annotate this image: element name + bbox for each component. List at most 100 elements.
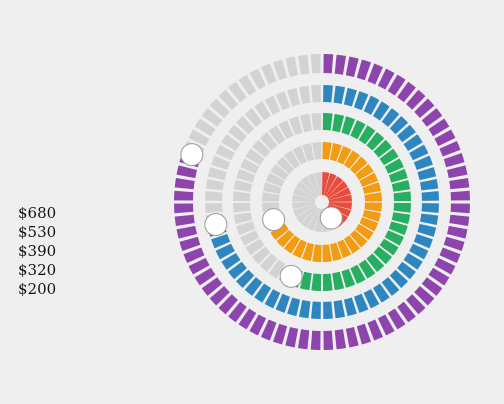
ring-segment-filled: [393, 202, 411, 213]
ring-segment-filled: [332, 113, 345, 133]
legend-item: $390: [18, 242, 57, 260]
ring-segment-filled: [323, 85, 333, 103]
ring-segment-empty: [311, 85, 321, 103]
ring-segment-filled: [341, 268, 356, 288]
ring-segment-empty: [292, 194, 316, 202]
ring-segment-filled: [194, 267, 216, 286]
ring-segment-filled: [176, 225, 198, 239]
ring-segment-filled: [403, 252, 423, 270]
ring-segment-empty: [215, 144, 235, 161]
ring-segment-empty: [236, 221, 256, 236]
ring-segment-empty: [254, 101, 272, 121]
ring-segment-filled: [379, 238, 399, 256]
ring-segment-filled: [244, 277, 263, 296]
ring-segment-empty: [264, 95, 281, 115]
ring-segment-filled: [362, 209, 381, 222]
ring-segment-empty: [244, 108, 263, 127]
ring-segment-filled: [356, 323, 372, 345]
ring-segment-filled: [350, 156, 368, 174]
ring-segment-filled: [450, 190, 470, 201]
ring-segment-empty: [314, 172, 322, 196]
ring-segment-filled: [409, 243, 429, 260]
progress-handle[interactable]: [279, 264, 303, 288]
ring-segment-empty: [307, 173, 321, 196]
ring-segment-filled: [364, 202, 382, 212]
ring-segment-empty: [310, 54, 321, 74]
ring-segment-filled: [343, 235, 361, 254]
ring-segment-filled: [373, 139, 392, 158]
ring-segment-empty: [272, 59, 288, 81]
ring-segment-filled: [328, 202, 352, 210]
ring-segment-filled: [450, 203, 470, 214]
ring-segment-filled: [446, 225, 468, 239]
ring-segment-filled: [292, 239, 307, 259]
ring-segment-filled: [350, 230, 368, 248]
ring-segment-filled: [337, 239, 352, 259]
ring-segment-filled: [421, 108, 443, 127]
progress-handle[interactable]: [180, 143, 204, 167]
ring-0: [174, 54, 470, 350]
ring-segment-empty: [228, 81, 247, 103]
ring-segment-filled: [323, 54, 334, 74]
ring-segment-filled: [311, 273, 322, 291]
progress-handle[interactable]: [204, 213, 228, 237]
ring-segment-filled: [343, 297, 357, 317]
ring-segment-filled: [428, 118, 450, 137]
ring-segment-empty: [188, 129, 210, 147]
ring-segment-filled: [174, 203, 194, 214]
ring-segment-filled: [218, 294, 238, 315]
ring-segment-filled: [350, 264, 366, 284]
ring-segment-filled: [260, 319, 277, 341]
ring-segment-filled: [443, 236, 465, 252]
ring-segment-filled: [449, 177, 470, 190]
ring-segment-empty: [288, 116, 303, 136]
ring-segment-filled: [183, 247, 205, 264]
legend: $680 $530 $390 $320 $200: [18, 204, 56, 299]
ring-segment-filled: [421, 203, 439, 213]
ring-segment-filled: [428, 267, 450, 286]
ring-segment-empty: [211, 155, 231, 171]
ring-segment-filled: [311, 301, 321, 319]
ring-segment-filled: [414, 98, 435, 118]
progress-handle[interactable]: [262, 208, 286, 232]
ring-segment-filled: [323, 330, 334, 350]
ring-segment-filled: [391, 212, 411, 225]
ring-segment-filled: [323, 301, 333, 319]
ring-segment-filled: [356, 59, 372, 81]
ring-segment-filled: [310, 330, 321, 350]
ring-segment-filled: [272, 323, 288, 345]
ring-segment-empty: [260, 63, 277, 85]
ring-segment-empty: [233, 191, 251, 202]
ring-segment-empty: [301, 176, 319, 197]
ring-segment-filled: [353, 293, 369, 313]
ring-segment-filled: [417, 223, 437, 237]
ring-segment-filled: [345, 56, 359, 78]
ring-segment-filled: [333, 300, 346, 319]
progress-handle[interactable]: [319, 206, 343, 230]
ring-segment-filled: [228, 261, 247, 280]
ring-segment-filled: [434, 257, 456, 275]
ring-segment-filled: [328, 194, 352, 202]
ring-segment-empty: [311, 113, 322, 131]
ring-segment-filled: [377, 314, 395, 336]
ring-segment-filled: [358, 125, 376, 145]
ring-segment-filled: [372, 283, 390, 303]
ring-segment-empty: [287, 87, 301, 107]
ring-segment-filled: [417, 167, 437, 181]
ring-segment-filled: [406, 294, 426, 315]
ring-segment-empty: [268, 259, 286, 279]
ring-segment-empty: [292, 202, 316, 210]
ring-segment-empty: [283, 150, 301, 169]
ring-segment-filled: [381, 277, 400, 296]
ring-segment-filled: [388, 168, 408, 183]
ring-segment-filled: [387, 74, 406, 96]
ring-segment-filled: [434, 129, 456, 147]
ring-segment-filled: [379, 148, 399, 166]
ring-segment-empty: [194, 118, 216, 137]
ring-segment-filled: [285, 326, 299, 348]
ring-segment-empty: [262, 192, 280, 202]
ring-segment-empty: [259, 253, 278, 272]
ring-segment-empty: [228, 124, 247, 143]
ring-segment-filled: [384, 230, 404, 246]
ring-segment-empty: [233, 202, 251, 213]
